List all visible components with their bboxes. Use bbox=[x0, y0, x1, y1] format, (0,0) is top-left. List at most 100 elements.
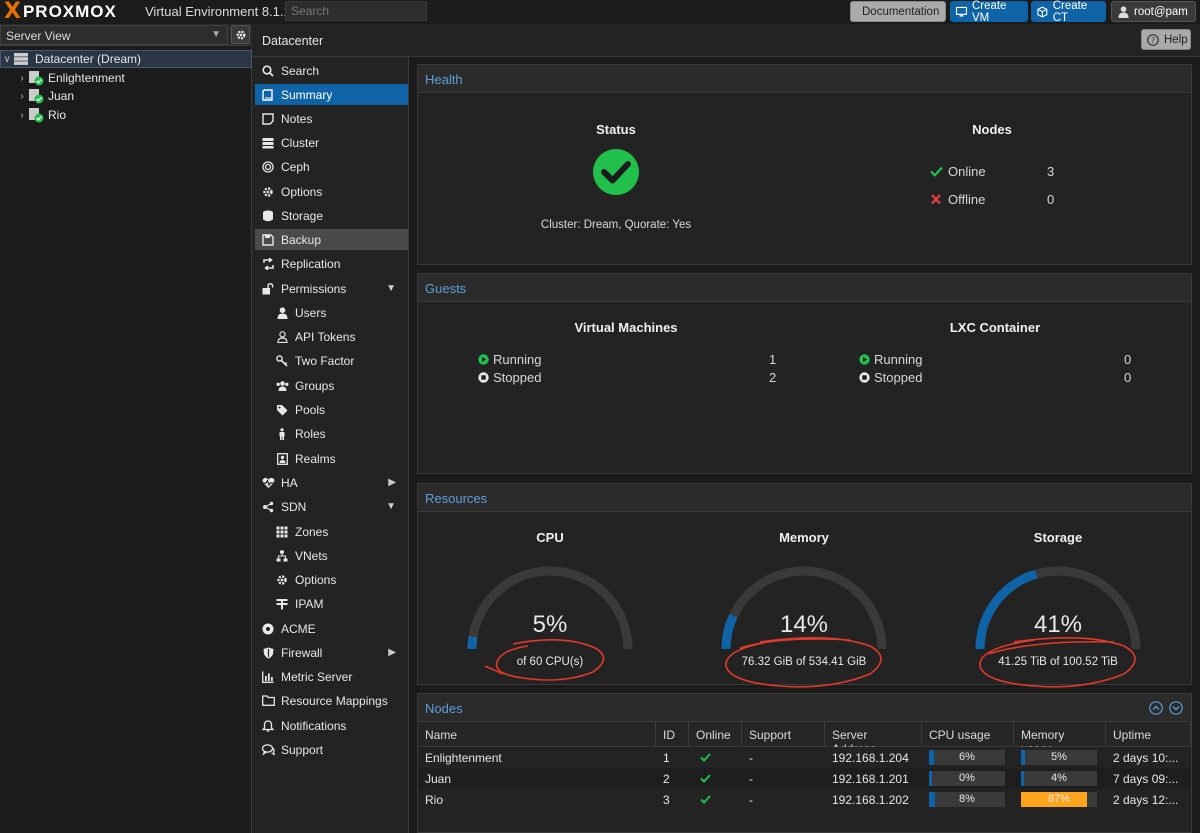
tree-item-juan[interactable]: › Juan bbox=[0, 87, 252, 105]
node-name: Rio bbox=[425, 793, 444, 807]
bar-label: 6% bbox=[959, 751, 975, 763]
ceph-icon bbox=[255, 160, 281, 173]
menu-item-sdn-options[interactable]: Options bbox=[255, 569, 408, 590]
red-annotation-circle bbox=[725, 637, 882, 688]
menu-item-support[interactable]: Support bbox=[255, 739, 408, 760]
status-heading: Status bbox=[596, 122, 636, 137]
gauge-fill bbox=[975, 569, 1038, 650]
column-header[interactable]: CPU usage bbox=[922, 722, 1014, 747]
node-online-icon bbox=[29, 71, 44, 86]
help-button[interactable]: ? Help bbox=[1141, 29, 1191, 50]
tree-item-enlightenment[interactable]: › Enlightenment bbox=[0, 69, 252, 87]
menu-item-roles[interactable]: Roles bbox=[255, 423, 408, 444]
column-header[interactable]: ID bbox=[656, 722, 689, 747]
cube-icon bbox=[1037, 5, 1048, 18]
bar-fill bbox=[929, 771, 932, 786]
menu-item-label: HA bbox=[281, 475, 298, 490]
certificate-icon bbox=[255, 623, 281, 635]
user-menu-button[interactable]: root@pam bbox=[1111, 1, 1196, 22]
chevron-down-icon: ▼ bbox=[211, 29, 221, 40]
shield-icon bbox=[255, 647, 281, 659]
menu-item-label: VNets bbox=[295, 548, 328, 563]
gear-icon bbox=[269, 574, 295, 586]
gear-icon bbox=[255, 186, 281, 198]
check-icon bbox=[930, 166, 943, 177]
menu-item-notes[interactable]: Notes bbox=[255, 108, 408, 129]
menu-item-users[interactable]: Users bbox=[255, 302, 408, 323]
menu-item-cluster[interactable]: Cluster bbox=[255, 132, 408, 153]
menu-item-realms[interactable]: Realms bbox=[255, 448, 408, 469]
collapse-up-icon[interactable] bbox=[1149, 701, 1163, 715]
summary-content: Health Status Cluster: Dream, Quorate: Y… bbox=[410, 57, 1200, 833]
menu-item-backup[interactable]: Backup bbox=[255, 229, 408, 250]
guests-panel: Guests Virtual Machines LXC Container Ru… bbox=[417, 273, 1192, 474]
chevron-right-icon: › bbox=[20, 72, 24, 84]
menu-item-permissions[interactable]: Permissions ▼ bbox=[255, 278, 408, 299]
bar-fill bbox=[1021, 750, 1025, 765]
menu-item-summary[interactable]: Summary bbox=[255, 84, 408, 105]
column-header[interactable]: Uptime bbox=[1106, 722, 1191, 747]
view-select[interactable]: Server View ▼ bbox=[0, 25, 228, 45]
caret-down-icon: ▼ bbox=[386, 283, 396, 294]
menu-item-zones[interactable]: Zones bbox=[255, 521, 408, 542]
menu-item-label: API Tokens bbox=[295, 329, 356, 344]
menu-item-search[interactable]: Search bbox=[255, 60, 408, 81]
column-header[interactable]: Support bbox=[742, 722, 825, 747]
nodes-heading: Nodes bbox=[972, 122, 1012, 137]
menu-item-api-tokens[interactable]: API Tokens bbox=[255, 326, 408, 347]
menu-item-ipam[interactable]: IPAM bbox=[255, 593, 408, 614]
menu-item-metric-server[interactable]: Metric Server bbox=[255, 666, 408, 687]
column-header[interactable]: Memory usage bbox=[1014, 722, 1106, 756]
menu-item-pools[interactable]: Pools bbox=[255, 399, 408, 420]
menu-item-storage[interactable]: Storage bbox=[255, 205, 408, 226]
node-online-icon bbox=[29, 89, 44, 104]
tree-item-label: Rio bbox=[48, 108, 67, 122]
node-support: - bbox=[749, 793, 753, 807]
expand-down-icon[interactable] bbox=[1169, 701, 1183, 715]
proxmox-logo[interactable]: X PROXMOX bbox=[4, 1, 117, 23]
svg-text:?: ? bbox=[1151, 36, 1155, 45]
menu-item-replication[interactable]: Replication bbox=[255, 253, 408, 274]
menu-item-label: Notes bbox=[281, 111, 313, 126]
menu-item-ceph[interactable]: Ceph bbox=[255, 156, 408, 177]
create-vm-button[interactable]: Create VM bbox=[950, 0, 1028, 24]
comments-icon bbox=[255, 743, 281, 756]
menu-item-acme[interactable]: ACME bbox=[255, 618, 408, 639]
vm-running-label: Running bbox=[493, 352, 542, 367]
column-header[interactable]: Online bbox=[689, 722, 742, 747]
logo-x: X bbox=[4, 0, 21, 24]
server-rack-icon bbox=[14, 53, 28, 65]
logo-text: PROXMOX bbox=[22, 2, 117, 21]
column-header[interactable]: Name bbox=[418, 722, 656, 747]
tree-item-datacenter[interactable]: ∨ Datacenter (Dream) bbox=[0, 50, 252, 68]
menu-item-ha[interactable]: HA ▶ bbox=[255, 472, 408, 493]
tree-settings-button[interactable] bbox=[231, 25, 250, 44]
chevron-right-icon: › bbox=[20, 109, 24, 121]
node-id: 1 bbox=[663, 751, 670, 765]
content-header: Datacenter ? Help bbox=[252, 24, 1200, 57]
menu-item-resource-mappings[interactable]: Resource Mappings bbox=[255, 690, 408, 711]
tree-item-rio[interactable]: › Rio bbox=[0, 106, 252, 124]
documentation-label: Documentation bbox=[862, 5, 940, 18]
check-icon bbox=[700, 774, 711, 783]
menu-item-sdn[interactable]: SDN ▼ bbox=[255, 496, 408, 517]
menu-item-vnets[interactable]: VNets bbox=[255, 545, 408, 566]
column-header[interactable]: Server Address bbox=[825, 722, 922, 756]
menu-item-two-factor[interactable]: Two Factor bbox=[255, 350, 408, 371]
bar-label: 0% bbox=[959, 772, 975, 784]
documentation-button[interactable]: Documentation bbox=[850, 1, 946, 22]
create-ct-button[interactable]: Create CT bbox=[1031, 0, 1106, 24]
search-input[interactable] bbox=[285, 1, 427, 21]
menu-item-groups[interactable]: Groups bbox=[255, 375, 408, 396]
bar-fill bbox=[929, 750, 934, 765]
menu-item-notifications[interactable]: Notifications bbox=[255, 715, 408, 736]
desktop-icon bbox=[956, 6, 967, 17]
table-row[interactable]: Enlightenment 1 - 192.168.1.204 6% 5% 2 … bbox=[418, 747, 1191, 768]
storage-percent: 41% bbox=[1033, 611, 1083, 638]
server-icon bbox=[255, 137, 281, 149]
breadcrumb: Datacenter bbox=[262, 34, 324, 48]
menu-item-firewall[interactable]: Firewall ▶ bbox=[255, 642, 408, 663]
table-row[interactable]: Juan 2 - 192.168.1.201 0% 4% 7 days 09:.… bbox=[418, 768, 1191, 789]
table-row[interactable]: Rio 3 - 192.168.1.202 8% 87% 2 days 12:.… bbox=[418, 789, 1191, 810]
menu-item-options[interactable]: Options bbox=[255, 181, 408, 202]
